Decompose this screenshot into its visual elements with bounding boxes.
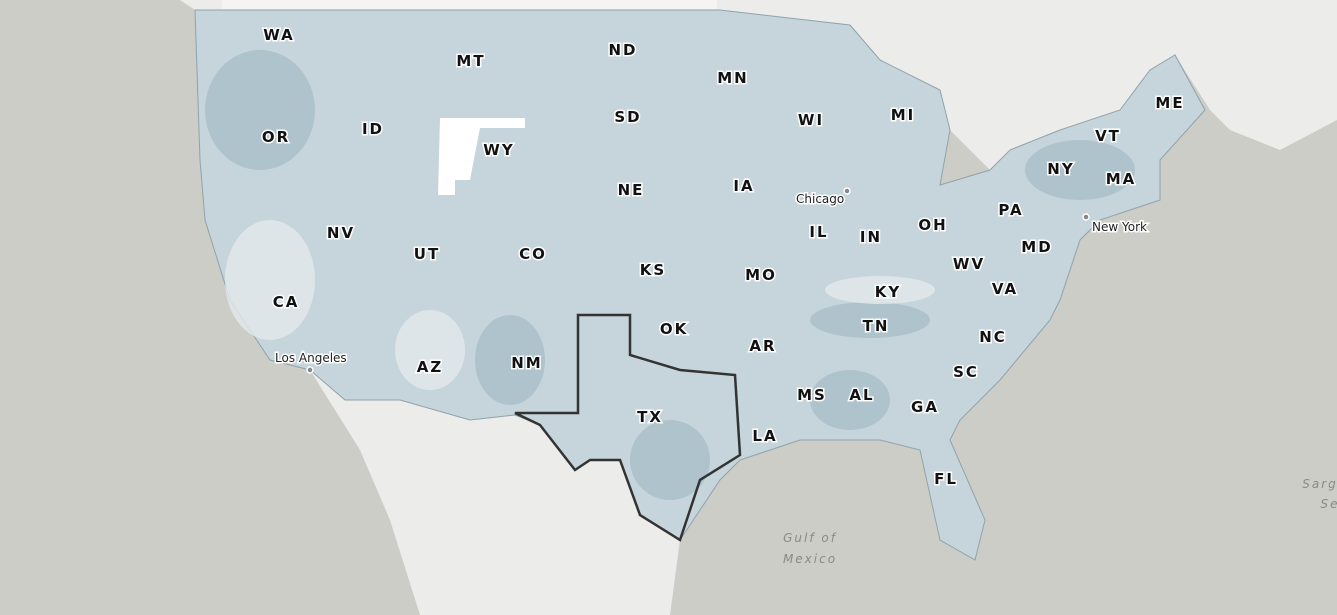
state-label-la: LA — [752, 427, 777, 445]
state-label-nd: ND — [608, 41, 637, 59]
state-label-mn: MN — [717, 69, 748, 87]
state-label-il: IL — [809, 223, 828, 241]
state-label-ia: IA — [733, 177, 754, 195]
city-dot-los-angeles — [306, 366, 314, 374]
state-label-wa: WA — [263, 26, 294, 44]
state-label-tx: TX — [637, 408, 663, 426]
sargasso-sea-label: Sarg — [1302, 477, 1337, 491]
wyoming-no-data — [438, 118, 525, 195]
state-label-ut: UT — [414, 245, 440, 263]
top-white-bar — [222, 0, 717, 9]
state-label-ca: CA — [273, 293, 300, 311]
state-label-mt: MT — [456, 52, 485, 70]
city-dot-new-york — [1082, 213, 1090, 221]
gulf-of-mexico-label: Gulf of — [783, 531, 837, 545]
state-label-ma: MA — [1106, 170, 1137, 188]
sargasso-sea-label-2: Se — [1321, 497, 1337, 511]
state-label-sc: SC — [953, 363, 979, 381]
state-label-id: ID — [362, 120, 384, 138]
state-label-nv: NV — [327, 224, 355, 242]
city-label-chicago: Chicago — [796, 192, 844, 206]
state-label-ms: MS — [797, 386, 827, 404]
city-dot-chicago — [843, 187, 851, 195]
state-label-wy: WY — [483, 141, 514, 159]
state-label-fl: FL — [934, 470, 958, 488]
state-label-va: VA — [992, 280, 1018, 298]
state-label-nc: NC — [979, 328, 1007, 346]
city-markers: Chicago New York Los Angeles — [274, 187, 1149, 374]
city-label-new-york: New York — [1092, 220, 1147, 234]
state-label-mi: MI — [891, 106, 916, 124]
state-label-ok: OK — [660, 320, 688, 338]
state-label-mo: MO — [745, 266, 777, 284]
state-label-or: OR — [262, 128, 290, 146]
state-label-ar: AR — [749, 337, 776, 355]
state-label-az: AZ — [417, 358, 444, 376]
state-label-wi: WI — [798, 111, 824, 129]
state-label-al: AL — [849, 386, 874, 404]
canada-land — [170, 0, 1337, 170]
state-label-ks: KS — [640, 261, 666, 279]
mexico-land — [310, 370, 680, 615]
state-label-tn: TN — [863, 317, 890, 335]
light-overlays — [225, 220, 935, 390]
state-label-ga: GA — [911, 398, 939, 416]
city-label-los-angeles: Los Angeles — [275, 351, 347, 365]
state-label-ny: NY — [1047, 160, 1074, 178]
shading-overlays — [205, 50, 1135, 500]
state-label-ky: KY — [875, 283, 902, 301]
state-label-wv: WV — [953, 255, 985, 273]
state-label-pa: PA — [998, 201, 1023, 219]
state-label-vt: VT — [1095, 127, 1121, 145]
state-labels: WA MT ND MN OR ID SD WI MI ME WY VT NY MA NE IA PA NV UT CO… — [260, 25, 1184, 490]
gulf-of-mexico-label-2: Mexico — [783, 552, 837, 566]
state-label-oh: OH — [918, 216, 947, 234]
state-label-in: IN — [860, 228, 882, 246]
state-label-sd: SD — [614, 108, 641, 126]
state-label-co: CO — [519, 245, 547, 263]
state-label-ne: NE — [618, 181, 645, 199]
state-label-nm: NM — [511, 354, 542, 372]
texas-highlight-outline[interactable] — [514, 313, 742, 542]
state-label-me: ME — [1155, 94, 1184, 112]
state-label-md: MD — [1021, 238, 1052, 256]
